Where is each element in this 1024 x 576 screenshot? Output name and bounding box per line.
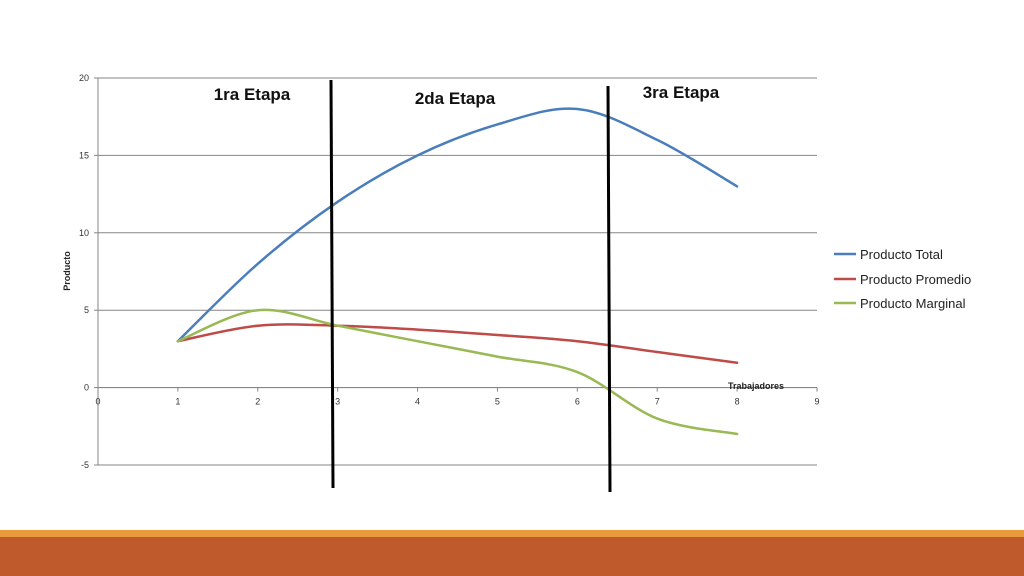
legend-item-total: Producto Total: [834, 247, 943, 262]
legend-item-average: Producto Promedio: [834, 272, 971, 287]
x-tick-label: 2: [255, 397, 260, 407]
x-tick-label: 8: [735, 397, 740, 407]
series-line-average: [176, 323, 739, 365]
line-chart: 20 15 10 5 0 -5 0 1 2 3 4 5 6 7 8 9 Producto Trabajado…: [62, 73, 971, 493]
legend-label-marginal: Producto Marginal: [860, 296, 966, 311]
stage-divider-1: [329, 79, 335, 489]
y-tick-labels: 20 15 10 5 0 -5: [79, 73, 89, 470]
x-axis-title: Trabajadores: [728, 381, 784, 391]
series-line-total: [176, 107, 739, 343]
y-axis-title: Producto: [62, 251, 72, 291]
x-tick-labels: 0 1 2 3 4 5 6 7 8 9: [95, 397, 819, 407]
footer-bar: [0, 537, 1024, 576]
stage-divider-2: [606, 85, 612, 493]
series-lines: [176, 107, 739, 436]
x-tick-label: 3: [335, 397, 340, 407]
x-tick-label: 1: [175, 397, 180, 407]
x-tick-label: 0: [95, 397, 100, 407]
stage-label-2: 2da Etapa: [415, 89, 496, 108]
y-tick-label: 0: [84, 383, 89, 393]
series-line-marginal: [176, 308, 739, 436]
y-tick-label: -5: [81, 460, 89, 470]
stage-label-3: 3ra Etapa: [643, 83, 720, 102]
legend: Producto Total Producto Promedio Product…: [834, 247, 971, 311]
x-tick-label: 6: [575, 397, 580, 407]
x-tick-label: 4: [415, 397, 420, 407]
y-tick-label: 10: [79, 228, 89, 238]
x-tick-label: 5: [495, 397, 500, 407]
axes: [97, 78, 817, 465]
x-tick-label: 7: [655, 397, 660, 407]
stage-label-1: 1ra Etapa: [214, 85, 291, 104]
y-tick-label: 5: [84, 305, 89, 315]
gridlines: [94, 77, 818, 466]
legend-label-total: Producto Total: [860, 247, 943, 262]
y-tick-label: 15: [79, 150, 89, 160]
y-tick-label: 20: [79, 73, 89, 83]
legend-item-marginal: Producto Marginal: [834, 296, 966, 311]
x-tick-label: 9: [814, 397, 819, 407]
legend-label-average: Producto Promedio: [860, 272, 971, 287]
footer-accent-stripe: [0, 530, 1024, 537]
